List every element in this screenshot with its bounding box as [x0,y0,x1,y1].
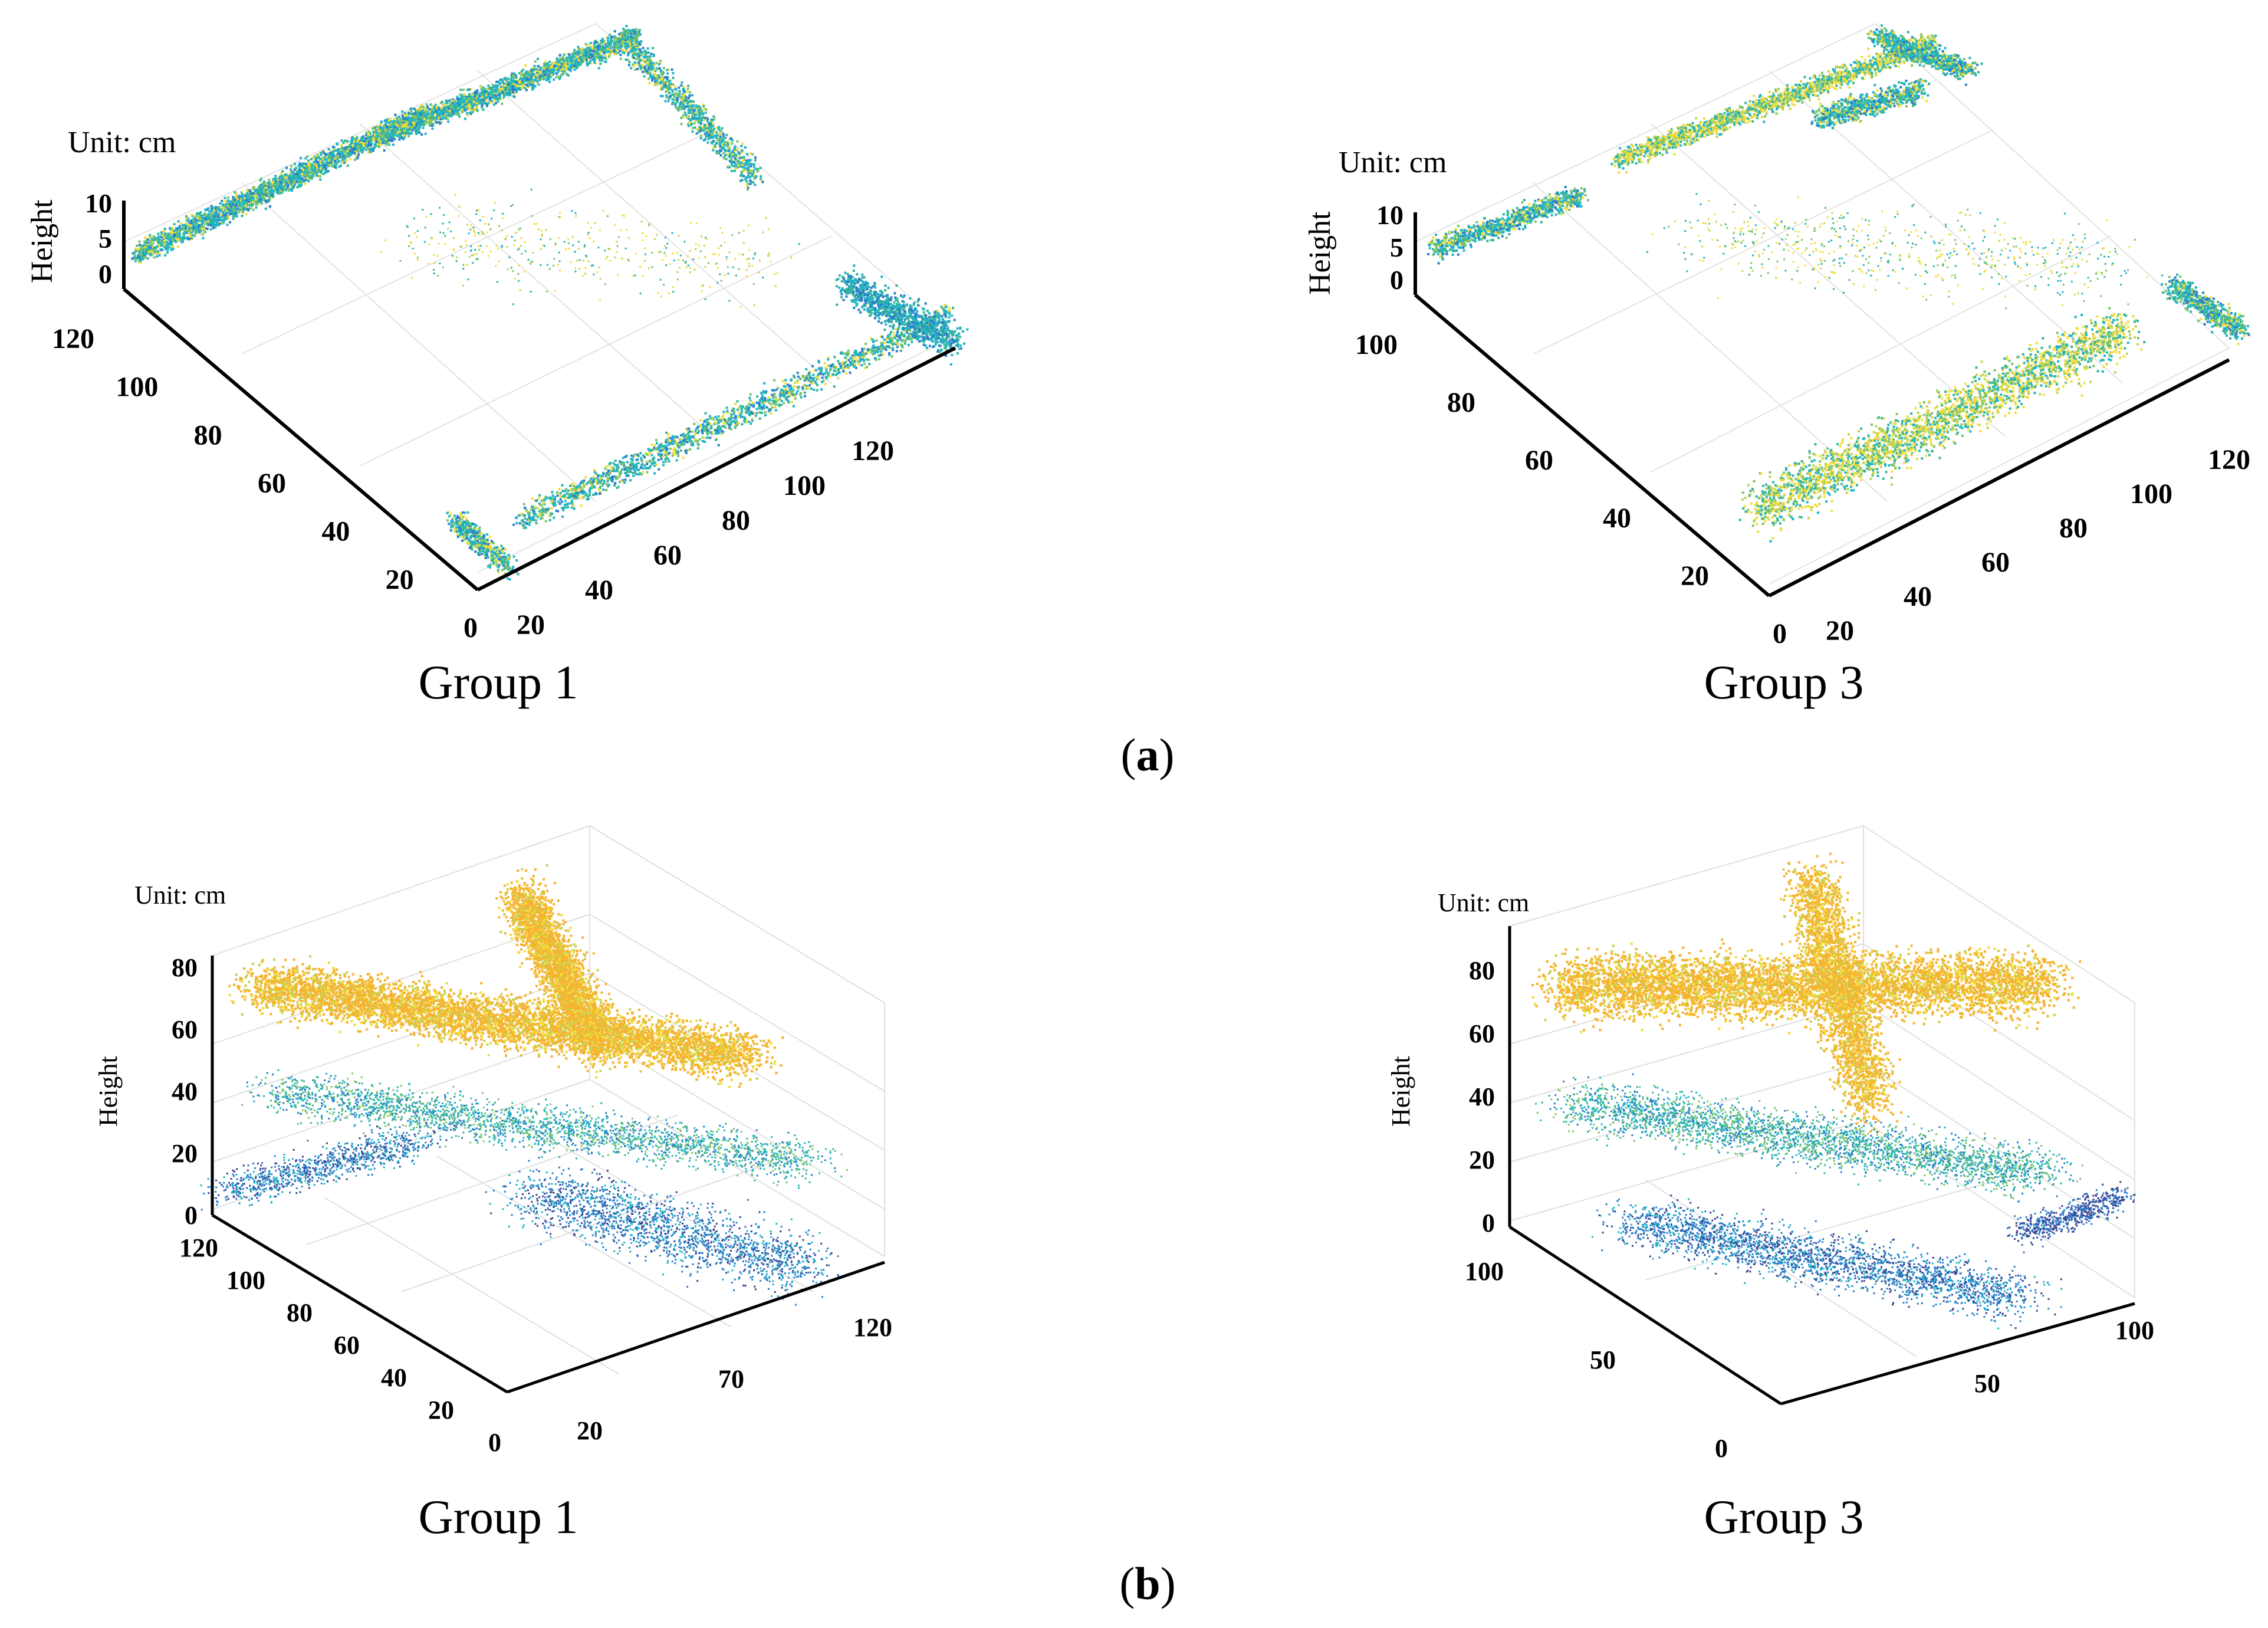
y-tick-label: 40 [381,1363,407,1392]
z-ticks: 80 60 40 20 0 [1469,956,1495,1238]
z-tick-label: 0 [98,259,112,289]
y-tick-label: 0 [1773,618,1787,649]
x-tick-label: 120 [852,435,894,467]
z-ticks: 80 60 40 20 0 [172,953,198,1230]
y-tick-label: 0 [464,612,478,644]
z-tick-label: 5 [98,224,112,254]
x-ticks: 20 40 60 80 100 120 [1826,444,2250,646]
y-tick-label: 60 [258,468,286,499]
unit-label: Unit: cm [68,126,176,159]
panel-a-caption: (a) [1059,728,1236,782]
z-tick-label: 80 [1469,956,1495,985]
x-tick-label: 20 [517,609,545,641]
y-tick-label: 20 [428,1396,454,1424]
caption-a-group3: Group 3 [1607,655,1961,710]
points [131,25,969,581]
x-tick-label: 100 [2115,1316,2154,1345]
unit-label: Unit: cm [1339,146,1447,179]
x-tick-label: 100 [783,470,826,501]
y-tick-label: 120 [52,323,94,355]
caption-a-group1: Group 1 [321,655,675,710]
points [1427,24,2250,543]
z-tick-label: 40 [172,1077,198,1106]
z-axis-label: Height [94,1056,123,1127]
x-ticks: 50 100 [1974,1316,2154,1398]
z-tick-label: 20 [172,1139,198,1168]
z-tick-label: 40 [1469,1082,1495,1111]
x-tick-label: 40 [585,575,613,606]
x-tick-label: 80 [2059,513,2088,544]
x-tick-label: 120 [853,1313,892,1342]
y-tick-label: 20 [1681,560,1709,592]
y-ticks: 120 100 80 60 40 20 0 [52,323,478,644]
x-tick-label: 40 [1904,581,1932,612]
x-tick-label: 60 [1981,547,2010,578]
x-tick-label: 70 [718,1365,744,1394]
z-tick-label: 80 [172,953,198,982]
z-axis-label: Height [1303,211,1337,295]
y-tick-label: 120 [179,1233,218,1262]
points [1531,852,2136,1330]
unit-label: Unit: cm [134,881,226,910]
grid [212,825,885,1375]
grid [1509,825,2135,1357]
z-tick-label: 5 [1390,232,1403,262]
z-tick-label: 20 [1469,1145,1495,1174]
y-tick-label: 40 [1603,503,1631,534]
y-ticks: 120 100 80 60 40 20 0 [179,1233,501,1457]
y-tick-label: 0 [1715,1434,1728,1463]
y-tick-label: 80 [1447,387,1475,418]
z-axis-label: Height [1386,1056,1415,1127]
x-tick-label: 120 [2208,444,2250,475]
z-ticks: 10 5 0 [85,188,112,289]
chart-b-group1: 20 70 120 120 100 80 60 40 20 0 80 60 40 20 0 Unit: … [94,825,892,1457]
grid [123,23,956,573]
x-tick-label: 80 [722,505,750,536]
panel-b-caption: (b) [1059,1557,1236,1610]
y-tick-label: 100 [1355,329,1398,360]
y-ticks: 100 50 0 [1465,1257,1728,1463]
x-ticks: 20 70 120 [577,1313,892,1445]
z-tick-label: 10 [1376,200,1403,230]
unit-label: Unit: cm [1438,888,1529,917]
axes [211,956,885,1394]
z-tick-label: 10 [85,188,112,218]
grid [1415,23,2230,585]
z-tick-label: 0 [185,1201,198,1230]
x-tick-label: 50 [1974,1369,2000,1398]
caption-b-group3: Group 3 [1607,1489,1961,1545]
y-tick-label: 20 [386,564,414,595]
y-tick-label: 80 [194,419,222,451]
z-axis-label: Height [25,199,59,283]
x-tick-label: 100 [2130,478,2172,510]
y-tick-label: 60 [1525,445,1553,476]
y-tick-label: 60 [334,1331,360,1360]
axes [122,201,956,592]
z-tick-label: 0 [1390,265,1403,295]
axes [1414,212,2230,598]
x-tick-label: 60 [653,540,682,571]
y-ticks: 100 80 60 40 20 0 [1355,329,1787,649]
caption-b-group1: Group 1 [321,1489,675,1545]
y-tick-label: 100 [1465,1257,1504,1286]
axes [1508,926,2135,1406]
z-tick-label: 60 [172,1015,198,1044]
y-tick-label: 50 [1590,1345,1616,1374]
z-tick-label: 0 [1482,1209,1495,1238]
x-tick-label: 20 [1826,615,1854,646]
y-tick-label: 100 [116,372,158,403]
x-tick-label: 20 [577,1416,603,1445]
z-tick-label: 60 [1469,1019,1495,1048]
y-tick-label: 80 [287,1298,313,1327]
x-ticks: 20 40 60 80 100 120 [517,435,894,641]
chart-a-group1: 20 40 60 80 100 120 120 100 80 60 40 20 0 10 5 0 Unit… [25,23,969,644]
y-tick-label: 40 [321,516,350,547]
y-tick-label: 100 [226,1266,265,1295]
points [200,864,851,1306]
chart-b-group3: 50 100 100 50 0 80 60 40 20 0 Unit: cm Height [1386,825,2154,1463]
y-tick-label: 0 [488,1428,501,1457]
